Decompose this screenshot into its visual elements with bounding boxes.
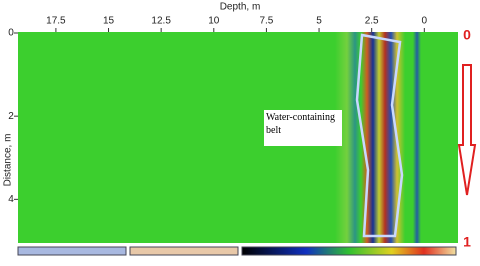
y-tick-label: 0 <box>8 28 14 39</box>
belt-outline <box>355 33 404 238</box>
toolbar-bar <box>129 246 239 256</box>
y-tick-label: 2 <box>8 111 14 122</box>
annotation-wrap: Water-containing belt <box>266 112 335 136</box>
scale-bottom: 1 <box>463 234 471 250</box>
x-tick-label: 0 <box>422 16 428 27</box>
reflection-bands <box>335 32 435 243</box>
x-tick-label: 7.5 <box>259 16 273 27</box>
x-tick-label: 17.5 <box>46 16 66 27</box>
x-tick-label: 2.5 <box>365 16 379 27</box>
x-axis-label: Depth, m <box>220 2 261 13</box>
annotation-box <box>264 110 342 146</box>
x-tick-label: 12.5 <box>151 16 171 27</box>
y-tick-label: 4 <box>8 194 14 205</box>
annotation: Water-containing belt <box>266 112 335 136</box>
scale-top: 0 <box>463 27 471 43</box>
x-tick-label: 5 <box>316 16 322 27</box>
x-tick-label: 10 <box>208 16 220 27</box>
x-tick-label: 15 <box>103 16 115 27</box>
y-axis-label: Distance, m <box>3 134 14 187</box>
toolbar-bar <box>17 246 127 256</box>
color-bar <box>241 246 457 256</box>
scale-arrow <box>457 64 477 196</box>
